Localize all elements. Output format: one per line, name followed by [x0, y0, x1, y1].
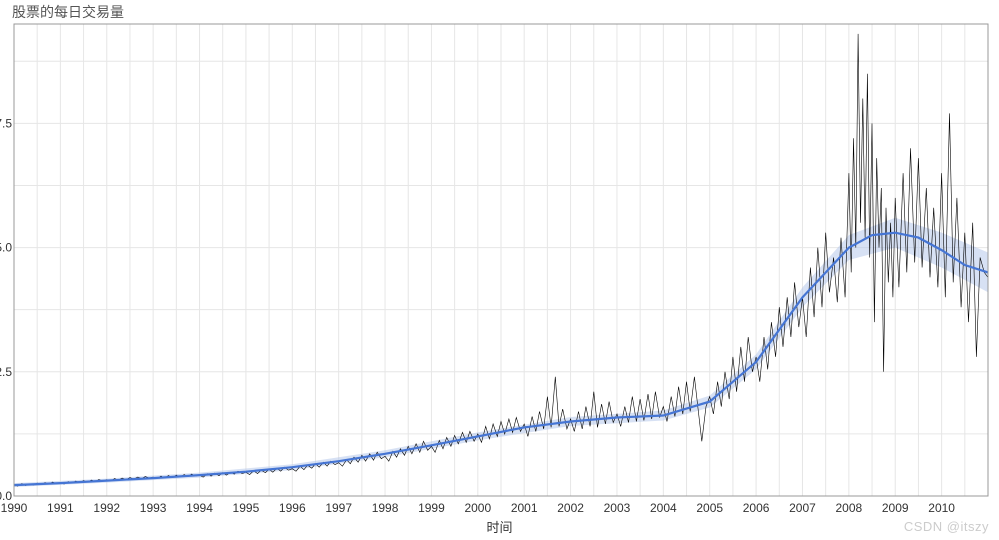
svg-text:2001: 2001 [511, 501, 538, 515]
svg-text:1995: 1995 [233, 501, 260, 515]
svg-text:1998: 1998 [372, 501, 399, 515]
svg-text:1991: 1991 [47, 501, 74, 515]
svg-text:2010: 2010 [928, 501, 955, 515]
svg-text:1990: 1990 [1, 501, 28, 515]
svg-text:2.5: 2.5 [0, 365, 12, 379]
svg-text:1996: 1996 [279, 501, 306, 515]
svg-text:1994: 1994 [186, 501, 213, 515]
chart-canvas: 0.02.55.07.51990199119921993199419951996… [0, 0, 999, 540]
svg-text:2003: 2003 [604, 501, 631, 515]
svg-text:1997: 1997 [325, 501, 352, 515]
svg-text:2004: 2004 [650, 501, 677, 515]
svg-text:2002: 2002 [557, 501, 584, 515]
svg-text:2008: 2008 [836, 501, 863, 515]
svg-text:1993: 1993 [140, 501, 167, 515]
svg-text:1999: 1999 [418, 501, 445, 515]
svg-text:2000: 2000 [464, 501, 491, 515]
svg-text:1992: 1992 [93, 501, 120, 515]
x-axis-label: 时间 [0, 517, 999, 536]
svg-text:2006: 2006 [743, 501, 770, 515]
svg-text:5.0: 5.0 [0, 241, 12, 255]
svg-text:2007: 2007 [789, 501, 816, 515]
svg-text:2009: 2009 [882, 501, 909, 515]
svg-text:2005: 2005 [696, 501, 723, 515]
svg-text:7.5: 7.5 [0, 116, 12, 130]
